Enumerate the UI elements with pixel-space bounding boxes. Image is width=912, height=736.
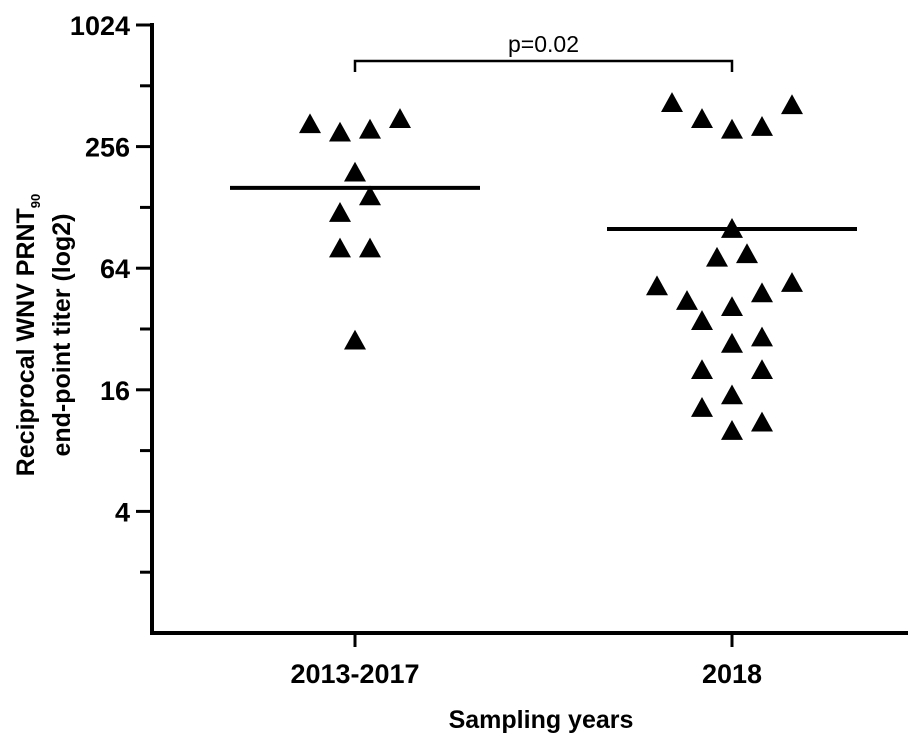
y-axis-ticks: 1024 256 64 16 4: [70, 11, 152, 574]
point-2018-12: [721, 296, 743, 317]
point-2018-4: [781, 94, 803, 115]
y-axis-title-subscript: 90: [28, 194, 43, 208]
point-2018-13: [691, 310, 713, 330]
point-2018-21: [721, 420, 743, 440]
point-2018-7: [736, 243, 758, 264]
point-2018-17: [751, 359, 773, 380]
point-2013-2017-4: [344, 161, 366, 182]
point-2013-2017-6: [329, 202, 351, 222]
point-2018-18: [721, 384, 743, 405]
point-2018-9: [781, 272, 803, 292]
point-2018-15: [751, 326, 773, 347]
point-2013-2017-2: [359, 118, 381, 139]
x-tick-label-2018: 2018: [702, 659, 762, 689]
axes: [150, 23, 908, 635]
point-2018-6: [706, 246, 728, 267]
y-axis-title-line2: end-point titer (log2): [48, 213, 76, 456]
point-2013-2017-8: [359, 237, 381, 258]
y-tick-label-16: 16: [100, 376, 130, 406]
median-lines: [230, 185, 857, 232]
point-2013-2017-7: [329, 237, 351, 258]
point-2013-2017-3: [389, 108, 411, 128]
point-2018-10: [751, 282, 773, 303]
x-tick-label-2013-2017: 2013-2017: [290, 659, 419, 689]
point-2018-0: [661, 92, 683, 112]
data-points: [299, 92, 803, 440]
point-2018-1: [691, 108, 713, 128]
point-2018-14: [721, 332, 743, 353]
x-axis-title: Sampling years: [449, 706, 634, 734]
significance-bracket: [353, 59, 734, 72]
y-axis-title-line1: Reciprocal WNV PRNT: [12, 208, 40, 476]
point-2018-8: [646, 275, 668, 296]
point-2018-19: [691, 397, 713, 417]
y-tick-label-256: 256: [85, 133, 130, 163]
point-2018-16: [691, 359, 713, 380]
point-2018-2: [721, 118, 743, 139]
point-2018-11: [676, 290, 698, 310]
point-2018-20: [751, 411, 773, 432]
point-2013-2017-0: [299, 113, 321, 134]
y-tick-label-1024: 1024: [70, 11, 130, 41]
point-2013-2017-5: [359, 185, 381, 206]
y-axis-title: Reciprocal WNV PRNT90: [12, 194, 43, 477]
p-value-label: p=0.02: [508, 31, 579, 57]
point-2013-2017-1: [329, 121, 351, 142]
y-tick-label-4: 4: [115, 497, 130, 527]
significance-annotation: p=0.02: [353, 31, 734, 72]
point-2013-2017-9: [344, 329, 366, 350]
point-2018-3: [751, 116, 773, 136]
y-tick-label-64: 64: [100, 254, 130, 284]
x-axis-ticks: 2013-2017 2018: [290, 633, 762, 689]
